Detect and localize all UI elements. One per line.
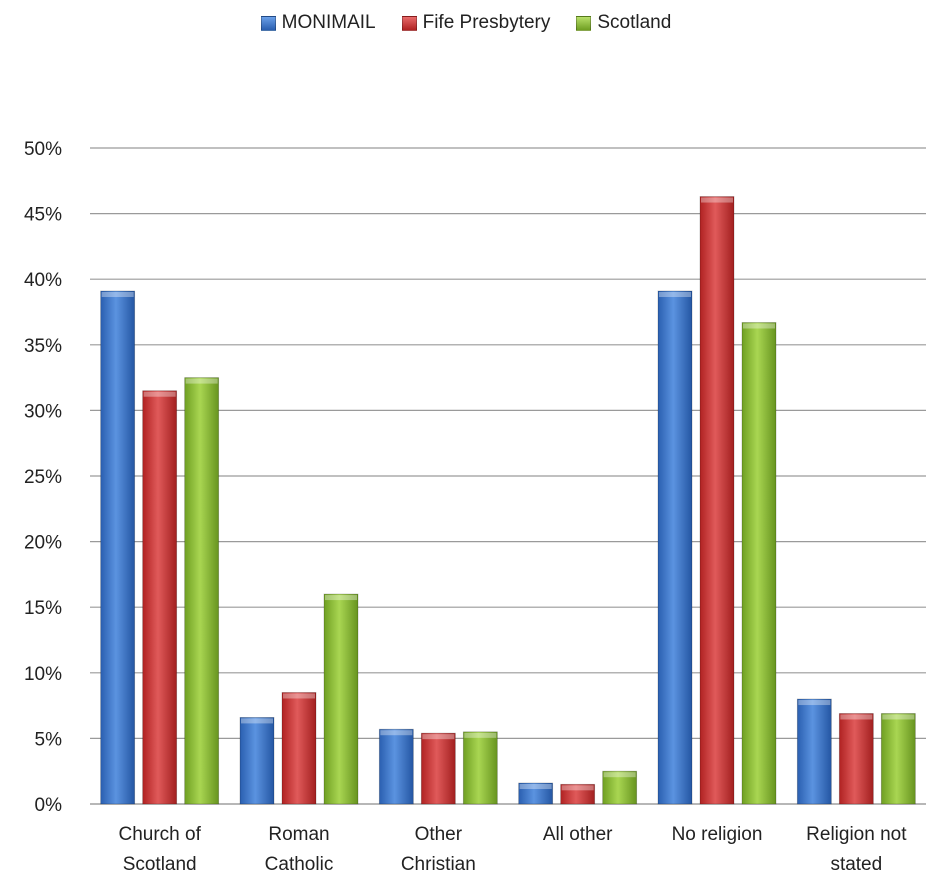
bar-bevel	[464, 732, 497, 738]
y-tick-label: 45%	[24, 205, 62, 226]
x-tick-label: Christian	[401, 854, 476, 875]
y-tick-label: 20%	[24, 533, 62, 554]
bar-bevel	[798, 700, 831, 706]
bar-bevel	[519, 784, 552, 790]
bar-bevel	[143, 391, 176, 397]
legend-swatch-scotland	[576, 15, 592, 31]
bar-scotland	[184, 377, 220, 805]
x-tick-label: All other	[543, 824, 613, 845]
y-tick-label: 40%	[24, 270, 62, 291]
legend-label-fife-presbytery: Fife Presbytery	[422, 12, 551, 33]
y-tick-label: 50%	[24, 139, 62, 160]
y-tick-label: 30%	[24, 401, 62, 422]
bar-monimail	[378, 728, 414, 805]
legend-swatch-fife-presbytery	[401, 15, 417, 31]
y-tick-label: 0%	[35, 795, 63, 816]
bar-fife-presbytery	[560, 783, 596, 805]
legend-item-fife-presbytery: Fife Presbytery	[401, 12, 551, 34]
x-tick-label: stated	[830, 854, 882, 875]
legend-item-scotland: Scotland	[576, 12, 671, 34]
bar-fife-presbytery	[420, 732, 456, 805]
y-tick-label: 10%	[24, 664, 62, 685]
bar-scotland	[323, 593, 359, 805]
bar-bevel	[882, 714, 915, 720]
legend-swatch-monimail	[260, 15, 276, 31]
y-tick-label: 5%	[35, 729, 63, 750]
bar-scotland	[741, 322, 777, 805]
y-tick-label: 35%	[24, 336, 62, 357]
bar-bevel	[743, 323, 775, 329]
x-tick-label: Scotland	[123, 854, 197, 875]
x-tick-label: Catholic	[265, 854, 334, 875]
bar-bevel	[380, 730, 413, 736]
bar-bevel	[422, 734, 455, 740]
x-tick-label: Church of	[118, 824, 201, 845]
bar-monimail	[239, 717, 275, 805]
bar-scotland	[462, 731, 498, 805]
bar-bevel	[840, 714, 873, 720]
bar-monimail	[100, 290, 136, 805]
bar-fife-presbytery	[281, 692, 317, 805]
x-tick-label: Other	[415, 824, 463, 845]
bar-fife-presbytery	[838, 713, 874, 805]
bar-monimail	[657, 290, 693, 805]
bar-bevel	[283, 693, 315, 699]
bar-bevel	[659, 292, 691, 298]
bar-fife-presbytery	[142, 390, 178, 805]
y-tick-label: 25%	[24, 467, 62, 488]
legend-item-monimail: MONIMAIL	[260, 12, 376, 34]
bar-bevel	[325, 595, 357, 601]
bar-bevel	[561, 785, 594, 791]
bar-scotland	[880, 713, 916, 805]
x-tick-label: Roman	[268, 824, 329, 845]
x-tick-label: No religion	[672, 824, 763, 845]
bar-fife-presbytery	[699, 196, 735, 805]
bar-bevel	[185, 378, 218, 384]
chart-legend: MONIMAIL Fife Presbytery Scotland	[0, 12, 932, 34]
bar-monimail	[796, 698, 832, 805]
legend-label-monimail: MONIMAIL	[281, 12, 376, 33]
x-tick-label: Religion not	[806, 824, 907, 845]
bar-bevel	[603, 772, 636, 778]
bar-bevel	[701, 197, 733, 203]
bar-bevel	[101, 292, 134, 298]
legend-label-scotland: Scotland	[597, 12, 672, 33]
y-tick-label: 15%	[24, 598, 62, 619]
bar-bevel	[241, 718, 273, 724]
bar-scotland	[602, 770, 638, 805]
bar-monimail	[518, 782, 554, 805]
